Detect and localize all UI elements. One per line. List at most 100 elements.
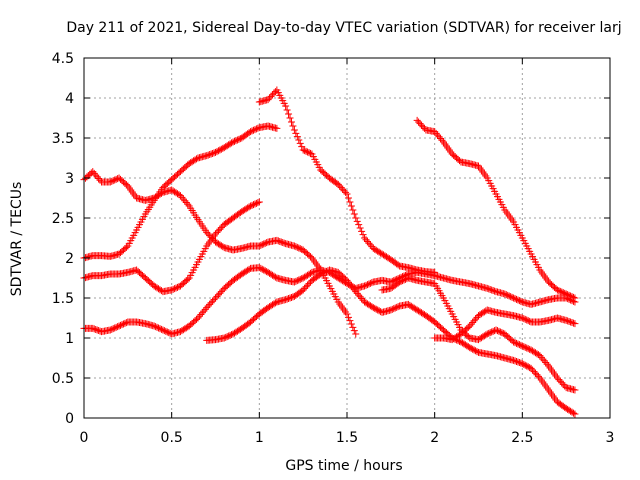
data-point — [296, 245, 304, 253]
data-point — [206, 151, 214, 159]
data-point — [213, 228, 221, 236]
data-point — [106, 178, 114, 186]
data-point — [400, 276, 408, 284]
data-point — [511, 339, 519, 347]
data-point — [193, 155, 201, 163]
data-point — [418, 121, 426, 129]
data-point — [399, 277, 407, 285]
data-point — [517, 297, 525, 305]
data-point — [464, 343, 472, 351]
data-point — [92, 325, 100, 333]
data-point — [292, 277, 300, 285]
data-point — [555, 287, 563, 295]
data-point — [219, 286, 227, 294]
data-point — [122, 181, 130, 189]
data-point — [268, 91, 276, 99]
data-point — [299, 146, 307, 154]
data-point — [466, 344, 474, 352]
data-point — [343, 190, 351, 198]
data-point — [350, 327, 358, 335]
data-point — [469, 345, 477, 353]
data-point — [362, 236, 370, 244]
y-tick-label: 4 — [65, 91, 74, 107]
y-tick-label: 1.5 — [52, 291, 74, 307]
data-point — [432, 129, 440, 137]
data-point — [419, 123, 427, 131]
grid-lines — [84, 58, 610, 418]
data-point — [203, 152, 211, 160]
data-point — [356, 293, 364, 301]
series-track-d — [80, 264, 579, 338]
data-point — [437, 135, 445, 143]
data-point — [217, 145, 225, 153]
data-point — [287, 293, 295, 301]
data-point — [108, 325, 116, 333]
data-point — [512, 357, 520, 365]
data-point — [415, 118, 423, 126]
data-point — [252, 125, 260, 133]
data-point — [486, 285, 494, 293]
data-point — [511, 295, 519, 303]
series-track-f — [255, 86, 439, 276]
y-tick-label: 2.5 — [52, 211, 74, 227]
data-point — [361, 282, 369, 290]
data-point — [95, 327, 103, 335]
data-point — [390, 305, 398, 313]
data-point — [257, 241, 265, 249]
data-point — [489, 327, 497, 335]
data-point — [109, 177, 117, 185]
data-point — [523, 316, 531, 324]
data-point — [152, 323, 160, 331]
data-point — [213, 292, 221, 300]
data-point — [228, 139, 236, 147]
data-point — [352, 214, 360, 222]
data-point — [153, 323, 161, 331]
data-point — [204, 302, 212, 310]
data-point — [365, 239, 373, 247]
data-point — [510, 356, 518, 364]
data-point — [571, 410, 579, 418]
data-point — [304, 148, 312, 156]
data-point — [416, 120, 424, 128]
data-point — [212, 148, 219, 156]
data-point — [515, 359, 523, 367]
data-point — [174, 283, 182, 291]
data-point — [212, 230, 219, 238]
data-point — [518, 360, 526, 368]
data-point — [344, 194, 352, 202]
data-point — [523, 344, 531, 352]
data-point — [117, 321, 125, 329]
data-point — [368, 279, 376, 287]
data-point — [568, 319, 576, 327]
y-tick-label: 3.5 — [52, 131, 74, 147]
data-point — [323, 267, 331, 275]
data-point — [286, 294, 294, 302]
data-point — [571, 294, 579, 302]
data-point — [271, 88, 279, 96]
data-point — [245, 129, 253, 137]
data-point — [363, 281, 371, 289]
series-track-g — [413, 116, 579, 302]
data-point — [489, 287, 497, 295]
data-point — [197, 311, 205, 319]
series-track-b — [80, 122, 281, 262]
data-point — [93, 173, 101, 181]
data-point — [358, 227, 366, 235]
data-point — [260, 266, 268, 274]
data-point — [293, 277, 301, 285]
data-point — [156, 325, 164, 333]
data-point — [517, 341, 525, 349]
data-point — [531, 369, 539, 377]
data-point — [295, 276, 303, 284]
data-point — [296, 275, 304, 283]
data-point — [245, 203, 253, 211]
data-point — [555, 376, 563, 384]
data-point — [106, 326, 114, 334]
data-point — [320, 269, 328, 277]
data-point — [210, 149, 218, 157]
data-point — [521, 361, 529, 369]
data-point — [182, 199, 190, 207]
data-point — [562, 316, 570, 324]
data-point — [387, 278, 395, 286]
